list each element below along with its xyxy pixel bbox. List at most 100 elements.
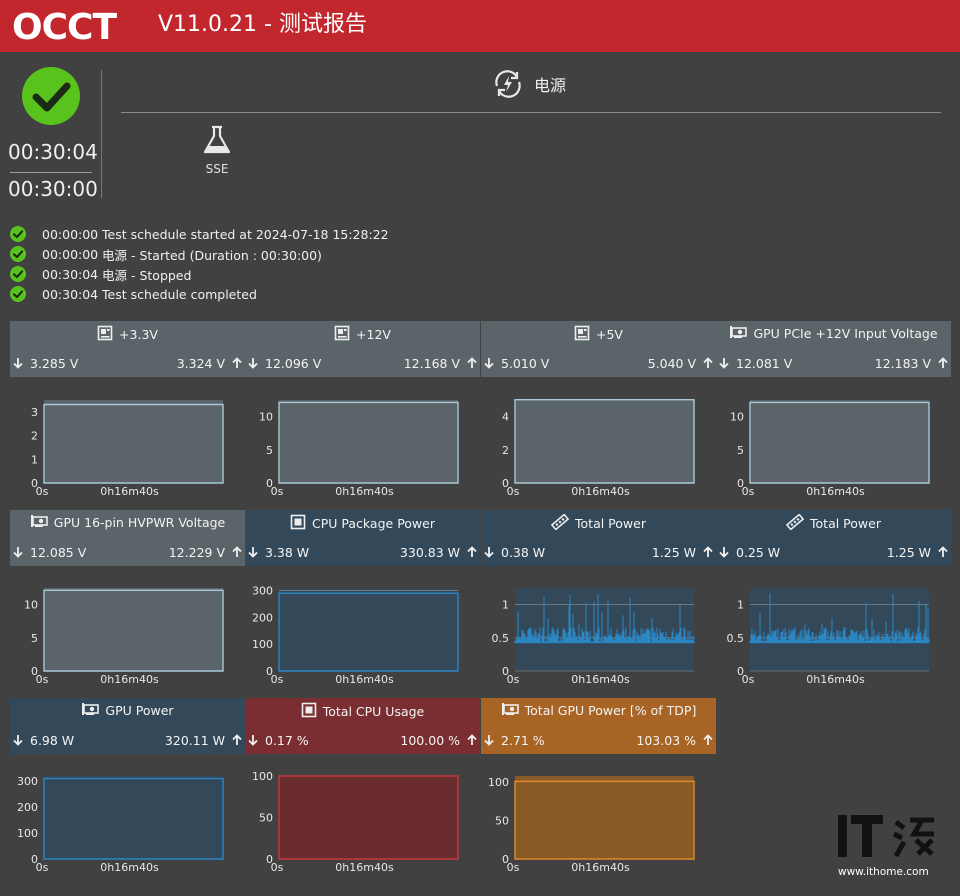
sensor-min: 6.98 W (30, 732, 75, 748)
y-tick-label: 0 (266, 853, 273, 866)
series-area (749, 401, 930, 484)
arrow-down-icon (719, 547, 729, 558)
sensor-title: +3.3V (119, 327, 158, 342)
sensor-header[interactable]: CPU Package Power 3.38 W 330.83 W (245, 510, 480, 566)
arrow-down-icon (248, 735, 258, 746)
sensor-header[interactable]: GPU Power 6.98 W 320.11 W (10, 698, 245, 754)
tab-power-label: 电源 (534, 76, 567, 95)
sensor-min: 0.38 W (501, 544, 546, 560)
series-area (514, 398, 695, 484)
series-area (278, 592, 459, 672)
sensor-min: 5.010 V (501, 355, 550, 371)
series-area (43, 403, 224, 484)
sensor-header[interactable]: +12V 12.096 V 12.168 V (245, 321, 480, 377)
arrow-up-icon (938, 357, 948, 368)
sensor-header[interactable]: Total Power 0.38 W 1.25 W (481, 510, 716, 566)
x-tick-label: 0s (507, 485, 520, 496)
sensor-max: 320.11 W (164, 732, 225, 748)
y-tick-label: 10 (24, 599, 38, 612)
arrow-down-icon (13, 358, 23, 369)
y-tick-label: 200 (17, 801, 38, 814)
log-check-icon (10, 246, 26, 262)
sensor-header[interactable]: +5V 5.010 V 5.040 V (481, 321, 716, 377)
x-tick-label: 0h16m40s (100, 861, 159, 872)
x-tick-label: 0s (36, 673, 49, 684)
sensor-max: 12.168 V (403, 355, 460, 371)
y-tick-label: 50 (259, 812, 273, 825)
sensor-header[interactable]: Total Power 0.25 W 1.25 W (716, 510, 951, 566)
sensor-title: +12V (356, 327, 391, 342)
success-check-icon (22, 67, 80, 125)
y-tick-label: 0 (737, 477, 744, 490)
arrow-up-icon (467, 546, 477, 557)
sensor-max: 103.03 % (636, 732, 696, 748)
x-tick-label: 0s (742, 485, 755, 496)
x-tick-label: 0s (36, 861, 49, 872)
x-tick-label: 0s (742, 673, 755, 684)
arrow-down-icon (484, 735, 494, 746)
x-tick-label: 0s (36, 485, 49, 496)
arrow-up-icon (703, 734, 713, 745)
sensor-header[interactable]: GPU 16-pin HVPWR Voltage 12.085 V 12.229 V (10, 510, 245, 566)
cpu-icon (290, 514, 306, 533)
sensor-chart: 0 50 100 0s 0h16m40s (488, 776, 695, 872)
arrow-down-icon (13, 735, 23, 746)
y-tick-label: 200 (252, 611, 273, 624)
sensor-title: Total Power (810, 516, 881, 531)
arrow-down-icon (719, 358, 729, 369)
arrow-up-icon (467, 734, 477, 745)
gpu-icon (81, 702, 100, 719)
x-tick-label: 0h16m40s (100, 485, 159, 496)
gpu-icon (729, 325, 748, 342)
test-duration: 00:30:00 (8, 177, 98, 201)
tab-power[interactable]: 电源 (490, 66, 566, 102)
arrow-down-icon (484, 358, 494, 369)
sensor-header[interactable]: +3.3V 3.285 V 3.324 V (10, 321, 245, 377)
sensor-chart: 0 1 2 3 0s 0h16m40s (31, 400, 224, 496)
arrow-up-icon (703, 546, 713, 557)
x-tick-label: 0s (271, 861, 284, 872)
sensor-header[interactable]: GPU PCIe +12V Input Voltage 12.081 V 12.18… (716, 321, 951, 377)
sensor-title: Total CPU Usage (322, 704, 425, 719)
gpu-icon (30, 514, 48, 531)
sensor-chart: 0 5 10 0s 0h16m40s (24, 588, 224, 684)
gpu-icon (501, 702, 519, 719)
sensor-max: 12.183 V (874, 355, 931, 371)
sensor-title: Total Power (575, 516, 646, 531)
y-tick-label: 300 (252, 585, 273, 598)
sensor-min: 3.285 V (30, 355, 79, 371)
y-tick-label: 0.5 (727, 632, 745, 645)
series-area (514, 780, 695, 860)
log-entry: 00:00:00 Test schedule started at 2024-07… (10, 224, 389, 244)
y-tick-label: 5 (266, 444, 273, 457)
x-tick-label: 0h16m40s (571, 485, 630, 496)
sensor-title: GPU PCIe +12V Input Voltage (753, 326, 938, 341)
y-tick-label: 1 (31, 453, 38, 466)
x-tick-label: 0h16m40s (571, 673, 630, 684)
series-area (43, 589, 224, 672)
x-tick-label: 0h16m40s (806, 485, 865, 496)
sensor-chart: 0 2 4 0s 0h16m40s (502, 398, 695, 496)
elapsed-time: 00:30:04 (8, 140, 98, 164)
x-tick-label: 0h16m40s (806, 673, 865, 684)
sensor-max: 1.25 W (651, 544, 696, 560)
tab-sse[interactable]: SSE (195, 124, 239, 176)
y-tick-label: 0 (266, 477, 273, 490)
sensor-title: CPU Package Power (312, 516, 435, 531)
log-check-icon (10, 286, 26, 302)
sensor-min: 12.096 V (265, 355, 322, 371)
log-text: 电源 - Started (Duration : 00:30:00) (102, 247, 322, 263)
sensor-max: 12.229 V (168, 544, 225, 560)
y-tick-label: 10 (730, 411, 744, 424)
sensor-header[interactable]: Total GPU Power [% of TDP] 2.71 % 103.03 % (481, 698, 716, 754)
series-line (749, 593, 930, 644)
x-tick-label: 0h16m40s (335, 673, 394, 684)
sensor-chart: 0 5 10 0s 0h16m40s (730, 400, 930, 496)
sensor-header[interactable]: Total CPU Usage 0.17 % 100.00 % (245, 698, 480, 754)
ram-icon (785, 513, 805, 533)
board-icon (97, 325, 113, 344)
arrow-down-icon (484, 547, 494, 558)
y-tick-label: 1 (502, 599, 509, 612)
y-tick-label: 4 (502, 411, 509, 424)
log-entry: 00:00:00 电源 - Started (Duration : 00:30:0… (10, 244, 389, 264)
